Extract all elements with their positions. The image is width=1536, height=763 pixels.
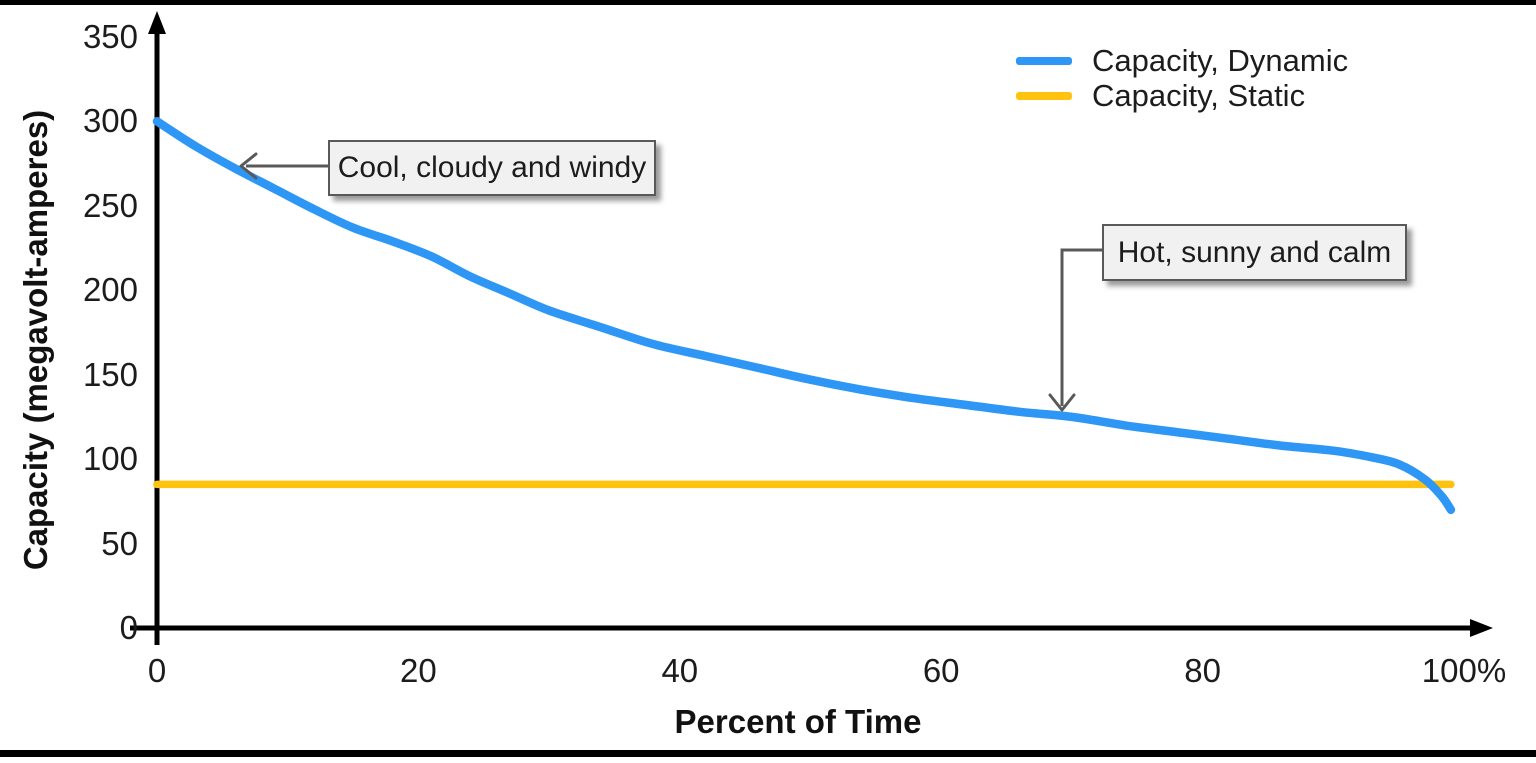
y-tick-label: 200 — [82, 271, 138, 309]
dynamic-series-swatch — [1016, 56, 1072, 65]
x-tick-label: 40 — [661, 652, 699, 689]
x-axis-arrowhead — [1470, 619, 1493, 637]
static-series-swatch — [1016, 91, 1072, 100]
y-tick-label: 50 — [101, 524, 138, 562]
bottom-border — [0, 750, 1536, 757]
x-tick-label: 0 — [147, 652, 167, 689]
x-axis-title: Percent of Time — [674, 703, 922, 740]
x-tick-label: 100% — [1421, 652, 1507, 689]
y-tick-label: 300 — [82, 102, 138, 140]
annotation-cool-cloudy-windy: Cool, cloudy and windy — [328, 140, 656, 196]
y-tick-label: 150 — [82, 355, 138, 393]
legend-label-static: Capacity, Static — [1092, 77, 1306, 113]
y-tick-label: 100 — [82, 440, 138, 478]
annotation-hot-sunny-calm: Hot, sunny and calm — [1102, 224, 1407, 281]
y-tick-label: 350 — [82, 17, 138, 55]
y-tick-label: 250 — [82, 186, 138, 224]
y-axis-title: Capacity (megavolt-amperes) — [17, 109, 54, 571]
legend-item-static: Capacity, Static — [1016, 77, 1348, 113]
x-tick-label: 80 — [1184, 652, 1221, 689]
x-tick-label: 20 — [400, 652, 437, 689]
y-tick-label: 0 — [119, 609, 138, 646]
legend: Capacity, Dynamic Capacity, Static — [1016, 42, 1349, 113]
top-border — [0, 0, 1536, 5]
legend-label-dynamic: Capacity, Dynamic — [1092, 42, 1349, 78]
y-axis-arrowhead — [148, 11, 166, 34]
cool-annotation-arrowhead — [239, 152, 258, 180]
hot-annotation-arrowhead — [1048, 393, 1076, 412]
dynamic-capacity-curve — [152, 117, 1456, 515]
hot-annotation-arrow-shaft — [1060, 248, 1102, 406]
x-tick-label: 60 — [922, 652, 960, 689]
legend-item-dynamic: Capacity, Dynamic — [1016, 42, 1349, 78]
